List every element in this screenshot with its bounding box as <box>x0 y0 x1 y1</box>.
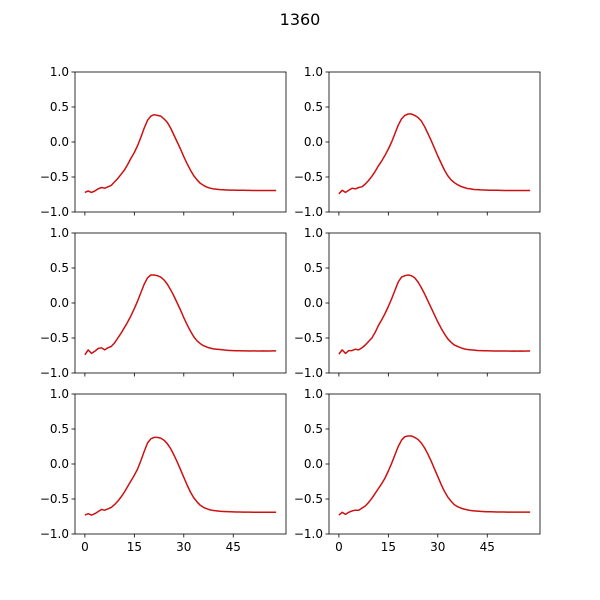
panel-2-ytick-label: −0.5 <box>294 170 323 184</box>
figure-title: 1360 <box>280 10 321 29</box>
panel-6-xtick-label: 0 <box>335 540 343 554</box>
panel-1-ytick-label: −1.0 <box>40 205 69 219</box>
panel-5-ytick-label: 0.5 <box>50 422 69 436</box>
panel-6-xtick-label: 30 <box>430 540 445 554</box>
panel-5-series-line <box>84 436 277 516</box>
panel-6-ytick-label: −0.5 <box>294 492 323 506</box>
panel-5-ytick-label: 1.0 <box>50 387 69 401</box>
panel-2-ytick-label: 0.0 <box>304 135 323 149</box>
panel-5-ytick-label: 0.0 <box>50 457 69 471</box>
panel-5-ytick-label: −0.5 <box>40 492 69 506</box>
panel-3-series-line <box>84 274 277 356</box>
panel-6-ytick-label: 0.5 <box>304 422 323 436</box>
panel-4-ytick-label: 1.0 <box>304 226 323 240</box>
panel-6-ytick-label: −1.0 <box>294 527 323 541</box>
panel-5-xtick-label: 0 <box>81 540 89 554</box>
panel-2-ytick-label: 1.0 <box>304 65 323 79</box>
panel-4-ytick-label: 0.5 <box>304 261 323 275</box>
panel-1-ytick-label: −0.5 <box>40 170 69 184</box>
panel-6-ytick-label: 1.0 <box>304 387 323 401</box>
panel-5-ytick-label: −1.0 <box>40 527 69 541</box>
panel-5-xtick-label: 45 <box>226 540 241 554</box>
panel-3-ytick-label: 0.0 <box>50 296 69 310</box>
panel-4-ytick-label: 0.0 <box>304 296 323 310</box>
panel-1-ytick-label: 0.0 <box>50 135 69 149</box>
panel-5-xtick-label: 30 <box>176 540 191 554</box>
panel-4-ytick-label: −0.5 <box>294 331 323 345</box>
panel-3-ytick-label: 0.5 <box>50 261 69 275</box>
panel-3-ytick-label: 1.0 <box>50 226 69 240</box>
panel-5-xtick-label: 15 <box>127 540 142 554</box>
panel-6-series-line <box>338 435 531 516</box>
panel-4-series-line <box>338 274 531 355</box>
panel-6-ytick-label: 0.0 <box>304 457 323 471</box>
panel-4-ytick-label: −1.0 <box>294 366 323 380</box>
panel-6-xtick-label: 45 <box>480 540 495 554</box>
panel-2-series-line <box>338 113 531 195</box>
panel-1-ytick-label: 0.5 <box>50 100 69 114</box>
panel-6-xtick-label: 15 <box>381 540 396 554</box>
panel-3-ytick-label: −1.0 <box>40 366 69 380</box>
panel-1-series-line <box>84 113 277 194</box>
panel-2-ytick-label: −1.0 <box>294 205 323 219</box>
panel-2-ytick-label: 0.5 <box>304 100 323 114</box>
panel-3-ytick-label: −0.5 <box>40 331 69 345</box>
panel-1-ytick-label: 1.0 <box>50 65 69 79</box>
